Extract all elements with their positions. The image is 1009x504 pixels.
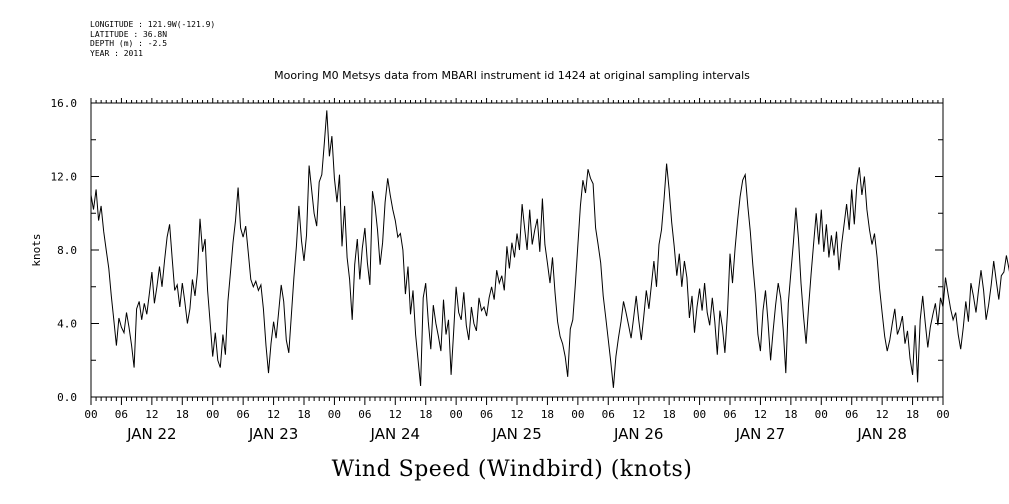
y-axis: 0.0 4.0 8.0 12.0 16.0 — [51, 97, 943, 404]
x-hour-tick-label: 18 — [541, 408, 554, 421]
latitude-text: LATITUDE : 36.8N — [90, 29, 168, 39]
x-hour-tick-label: 06 — [115, 408, 128, 421]
x-hour-tick-label: 18 — [784, 408, 797, 421]
y-tick-label: 8.0 — [57, 244, 77, 257]
station-metadata: LONGITUDE : 121.9W(-121.9) LATITUDE : 36… — [90, 20, 215, 58]
x-day-label: JAN 26 — [613, 425, 664, 443]
plot-frame — [90, 102, 944, 398]
x-hour-tick-label: 06 — [480, 408, 493, 421]
x-hour-tick-label: 00 — [936, 408, 949, 421]
x-hour-tick-label: 00 — [328, 408, 341, 421]
x-day-label: JAN 24 — [370, 425, 421, 443]
x-hour-tick-label: 00 — [815, 408, 828, 421]
y-tick-label: 12.0 — [51, 171, 78, 184]
y-tick-label: 4.0 — [57, 318, 77, 331]
x-hour-tick-label: 00 — [693, 408, 706, 421]
x-hour-tick-label: 06 — [358, 408, 371, 421]
x-hour-tick-label: 12 — [145, 408, 158, 421]
x-hour-tick-label: 12 — [389, 408, 402, 421]
x-day-label: JAN 28 — [856, 425, 907, 443]
wind-speed-series-line — [90, 110, 1009, 388]
x-hour-tick-label: 00 — [571, 408, 584, 421]
y-tick-label: 0.0 — [57, 391, 77, 404]
x-day-label: JAN 27 — [735, 425, 786, 443]
x-day-label: JAN 23 — [248, 425, 299, 443]
x-hour-tick-label: 06 — [723, 408, 736, 421]
x-day-label: JAN 22 — [126, 425, 177, 443]
x-hour-tick-label: 18 — [663, 408, 676, 421]
x-hour-tick-label: 00 — [450, 408, 463, 421]
depth-text: DEPTH (m) : -2.5 — [90, 39, 168, 48]
x-hour-tick-label: 12 — [267, 408, 280, 421]
x-day-label: JAN 25 — [491, 425, 542, 443]
y-tick-label: 16.0 — [51, 97, 78, 110]
x-axis-label: Wind Speed (Windbird) (knots) — [332, 457, 693, 482]
x-hour-tick-label: 18 — [419, 408, 432, 421]
x-hour-tick-label: 06 — [845, 408, 858, 421]
x-hour-tick-label: 06 — [602, 408, 615, 421]
y-axis-label: knots — [30, 233, 43, 266]
x-axis: 00 06 12 18 00 06 12 18 00 06 12 18 00 06 12 18 00 06 12 18… — [84, 98, 950, 443]
x-hour-tick-label: 12 — [632, 408, 645, 421]
x-hour-tick-label: 18 — [297, 408, 310, 421]
x-hour-tick-label: 18 — [906, 408, 919, 421]
x-hour-tick-label: 00 — [84, 408, 97, 421]
x-hour-tick-label: 00 — [206, 408, 219, 421]
longitude-text: LONGITUDE : 121.9W(-121.9) — [90, 20, 216, 29]
year-text: YEAR : 2011 — [90, 48, 143, 58]
x-hour-tick-label: 12 — [510, 408, 523, 421]
x-hour-tick-label: 18 — [176, 408, 189, 421]
chart-title: Mooring M0 Metsys data from MBARI instru… — [274, 69, 750, 82]
x-hour-tick-label: 12 — [876, 408, 889, 421]
x-hour-tick-label: 12 — [754, 408, 767, 421]
x-hour-tick-label: 06 — [237, 408, 250, 421]
